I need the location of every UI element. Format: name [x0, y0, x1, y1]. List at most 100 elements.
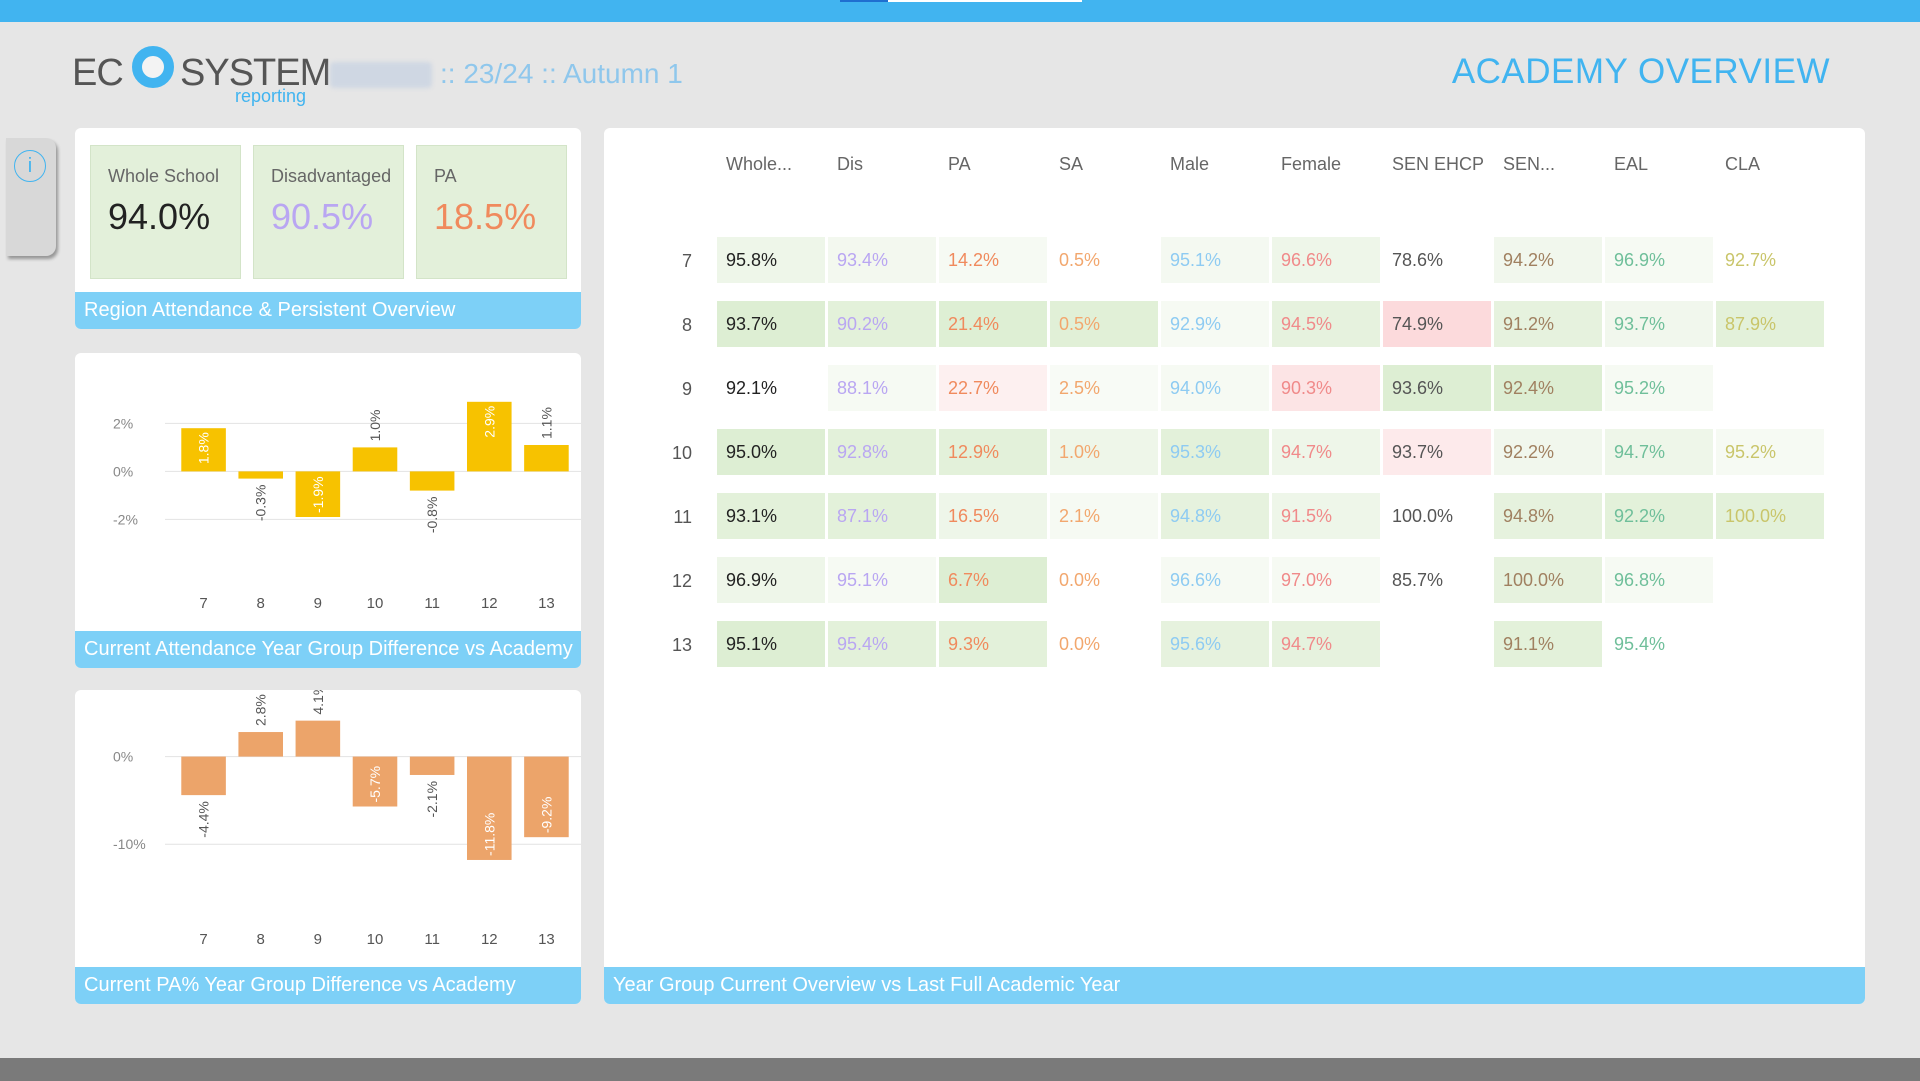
- table-cell[interactable]: 0.0%: [1059, 634, 1101, 654]
- table-cell[interactable]: 0.5%: [1050, 301, 1158, 347]
- table-cell[interactable]: 93.1%: [717, 493, 825, 539]
- column-header[interactable]: Male: [1170, 154, 1210, 174]
- chart-bar[interactable]: [352, 756, 398, 807]
- table-cell[interactable]: 6.7%: [939, 557, 1047, 603]
- chart-bar[interactable]: [352, 447, 398, 472]
- table-cell[interactable]: 95.2%: [1605, 365, 1713, 411]
- column-header[interactable]: Female: [1281, 154, 1342, 174]
- table-cell[interactable]: 100.0%: [1494, 557, 1602, 603]
- table-cell[interactable]: 91.2%: [1494, 301, 1602, 347]
- table-cell[interactable]: 90.3%: [1272, 365, 1380, 411]
- chart-bar[interactable]: [524, 756, 569, 838]
- table-cell[interactable]: 0.5%: [1059, 250, 1101, 270]
- table-cell[interactable]: 95.4%: [828, 621, 936, 667]
- table-cell[interactable]: 74.9%: [1383, 301, 1491, 347]
- table-cell[interactable]: 12.9%: [939, 429, 1047, 475]
- table-cell[interactable]: 78.6%: [1392, 250, 1444, 270]
- chart-bar[interactable]: [181, 428, 226, 472]
- table-cell[interactable]: 100.0%: [1392, 506, 1454, 526]
- table-cell[interactable]: 92.7%: [1725, 250, 1777, 270]
- table-cell[interactable]: [1383, 621, 1491, 667]
- table-cell[interactable]: 100.0%: [1716, 493, 1824, 539]
- table-cell[interactable]: 91.1%: [1494, 621, 1602, 667]
- table-cell[interactable]: 94.0%: [1161, 365, 1269, 411]
- table-cell[interactable]: 16.5%: [939, 493, 1047, 539]
- table-cell[interactable]: 93.7%: [1383, 429, 1491, 475]
- table-cell[interactable]: 96.6%: [1272, 237, 1380, 283]
- table-cell[interactable]: 96.9%: [717, 557, 825, 603]
- table-cell[interactable]: 94.8%: [1494, 493, 1602, 539]
- table-cell[interactable]: 94.7%: [1272, 621, 1380, 667]
- table-cell[interactable]: 94.7%: [1605, 429, 1713, 475]
- table-cell[interactable]: 88.1%: [828, 365, 936, 411]
- table-cell[interactable]: 1.0%: [1050, 429, 1158, 475]
- column-header[interactable]: Whole...: [726, 154, 793, 174]
- table-cell[interactable]: 87.9%: [1716, 301, 1824, 347]
- table-cell[interactable]: 95.1%: [717, 621, 825, 667]
- table-cell[interactable]: 96.8%: [1605, 557, 1713, 603]
- column-header[interactable]: SEN EHCP: [1392, 154, 1485, 174]
- chart-bar[interactable]: [409, 756, 455, 775]
- table-cell[interactable]: [1716, 621, 1824, 667]
- table-cell[interactable]: 92.4%: [1494, 365, 1602, 411]
- chart-bar[interactable]: [524, 445, 569, 472]
- chart-bar[interactable]: [295, 471, 341, 517]
- column-header[interactable]: SEN...: [1503, 154, 1556, 174]
- column-header[interactable]: Dis: [837, 154, 863, 174]
- table-cell[interactable]: 21.4%: [939, 301, 1047, 347]
- chart-bar[interactable]: [467, 401, 512, 472]
- info-icon[interactable]: i: [14, 150, 46, 182]
- table-cell[interactable]: 92.1%: [726, 378, 778, 398]
- table-cell[interactable]: 95.6%: [1161, 621, 1269, 667]
- table-cell[interactable]: 2.5%: [1050, 365, 1158, 411]
- table-cell[interactable]: 94.7%: [1272, 429, 1380, 475]
- table-cell[interactable]: 91.5%: [1272, 493, 1380, 539]
- table-cell[interactable]: 85.7%: [1392, 570, 1444, 590]
- table-cell[interactable]: 14.2%: [939, 237, 1047, 283]
- table-cell[interactable]: 94.5%: [1272, 301, 1380, 347]
- table-cell[interactable]: 93.6%: [1383, 365, 1491, 411]
- chart-bar[interactable]: [409, 471, 455, 491]
- table-cell[interactable]: 97.0%: [1272, 557, 1380, 603]
- table-cell[interactable]: [1716, 365, 1824, 411]
- table-cell[interactable]: 96.6%: [1161, 557, 1269, 603]
- table-cell[interactable]: 87.1%: [828, 493, 936, 539]
- column-header[interactable]: EAL: [1614, 154, 1649, 174]
- chart-bar[interactable]: [295, 720, 341, 757]
- pa-chart[interactable]: 0% -10% -4.4% 7 2.8% 8 4.1% 9 -5.7% 10 -2.1% 11 -11.…: [75, 690, 581, 967]
- kpi-pa[interactable]: PA 18.5%: [416, 145, 567, 279]
- table-cell[interactable]: 94.8%: [1161, 493, 1269, 539]
- attendance-chart[interactable]: 2% 0% -2% 1.8% 7 -0.3% 8 -1.9% 9 1.0% 10 -0.8% 11 2.9…: [75, 353, 581, 631]
- table-cell[interactable]: 90.2%: [828, 301, 936, 347]
- top-tab-indicator[interactable]: [840, 0, 888, 2]
- column-header[interactable]: SA: [1059, 154, 1084, 174]
- table-cell[interactable]: 93.7%: [1605, 301, 1713, 347]
- column-header[interactable]: CLA: [1725, 154, 1761, 174]
- table-cell[interactable]: 92.2%: [1605, 493, 1713, 539]
- chart-bar[interactable]: [181, 756, 226, 796]
- kpi-disadvantaged[interactable]: Disadvantaged 90.5%: [253, 145, 404, 279]
- table-cell[interactable]: 92.8%: [828, 429, 936, 475]
- table-cell[interactable]: 2.1%: [1050, 493, 1158, 539]
- table-cell[interactable]: 93.4%: [828, 237, 936, 283]
- chart-bar[interactable]: [467, 756, 512, 860]
- side-panel-handle[interactable]: i: [6, 138, 56, 256]
- table-cell[interactable]: 95.1%: [1161, 237, 1269, 283]
- table-cell[interactable]: 0.0%: [1059, 570, 1101, 590]
- table-cell[interactable]: [1716, 557, 1824, 603]
- table-cell[interactable]: 96.9%: [1605, 237, 1713, 283]
- table-cell[interactable]: 95.2%: [1716, 429, 1824, 475]
- table-cell[interactable]: 95.4%: [1614, 634, 1666, 654]
- chart-bar[interactable]: [238, 732, 283, 757]
- top-tab-indicator-secondary[interactable]: [888, 0, 1082, 2]
- table-cell[interactable]: 92.2%: [1494, 429, 1602, 475]
- table-cell[interactable]: 93.7%: [717, 301, 825, 347]
- table-cell[interactable]: 9.3%: [939, 621, 1047, 667]
- table-cell[interactable]: 95.1%: [828, 557, 936, 603]
- table-cell[interactable]: 94.2%: [1494, 237, 1602, 283]
- column-header[interactable]: PA: [948, 154, 971, 174]
- chart-bar[interactable]: [238, 471, 283, 479]
- table-cell[interactable]: 92.9%: [1161, 301, 1269, 347]
- table-cell[interactable]: 95.8%: [717, 237, 825, 283]
- table-cell[interactable]: 95.3%: [1161, 429, 1269, 475]
